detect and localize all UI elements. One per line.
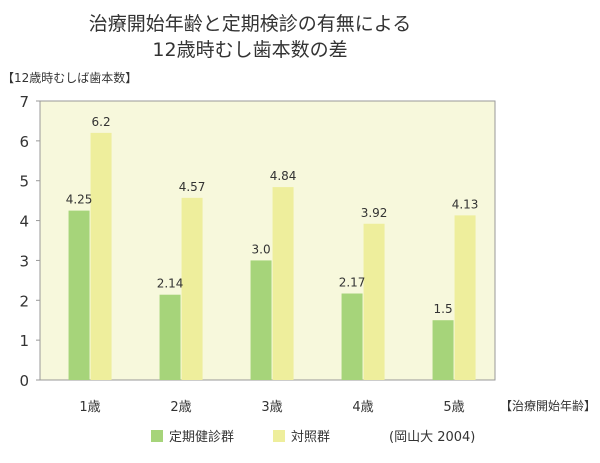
y-tick-label: 6 [19, 133, 29, 151]
data-label-series-2-4: 3.92 [361, 206, 388, 220]
data-label-series-1-3: 3.0 [252, 242, 271, 256]
y-tick-label: 2 [19, 292, 29, 310]
chart-title: 治療開始年齢と定期検診の有無による [89, 13, 411, 35]
bar-series-1-4 [341, 293, 363, 380]
bars [68, 132, 476, 380]
x-axis: 1歳 2歳 3歳 4歳 5歳 [79, 400, 464, 415]
y-tick-label: 5 [19, 173, 29, 191]
y-tick-label: 1 [19, 332, 29, 350]
bar-series-1-2 [159, 294, 181, 380]
bar-labels: 4.25 6.2 2.14 4.57 3.0 4.84 2.17 3.92 1.5 4.13 [66, 115, 479, 316]
bar-series-2-4 [363, 223, 385, 380]
legend: 定期健診群 対照群 (岡山大 2004) [151, 429, 475, 445]
data-label-series-2-1: 6.2 [92, 115, 111, 129]
legend-swatch-series-2 [273, 430, 285, 442]
x-tick-label: 3歳 [261, 400, 282, 415]
bar-series-2-5 [454, 215, 476, 380]
y-tick-label: 7 [19, 93, 29, 111]
data-label-series-1-1: 4.25 [66, 193, 93, 207]
data-label-series-1-5: 1.5 [434, 302, 453, 316]
y-tick-label: 0 [19, 372, 29, 390]
x-tick-label: 5歳 [443, 400, 464, 415]
data-label-series-1-2: 2.14 [157, 277, 184, 291]
legend-swatch-series-1 [151, 430, 163, 442]
x-tick-label: 2歳 [170, 400, 191, 415]
x-axis-label: 【治療開始年齢】 [500, 398, 596, 413]
chart-subtitle: 12歳時むし歯本数の差 [152, 39, 347, 61]
bar-series-1-5 [432, 320, 454, 380]
y-axis-label: 【12歳時むしば歯本数】 [2, 70, 137, 85]
data-label-series-1-4: 2.17 [339, 276, 366, 290]
data-label-series-2-5: 4.13 [452, 197, 479, 211]
y-tick-label: 3 [19, 252, 29, 270]
bar-series-2-2 [181, 197, 203, 380]
x-tick-label: 4歳 [352, 400, 373, 415]
y-tick-label: 4 [19, 213, 29, 231]
data-label-series-2-3: 4.84 [270, 169, 297, 183]
legend-label-series-2: 対照群 [291, 430, 330, 445]
x-tick-label: 1歳 [79, 400, 100, 415]
legend-label-series-1: 定期健診群 [169, 429, 234, 445]
bar-series-1-1 [68, 210, 90, 380]
data-label-series-2-2: 4.57 [179, 180, 206, 194]
y-axis: 0 1 2 3 4 5 6 7 [19, 93, 40, 390]
bar-series-2-1 [90, 132, 112, 380]
source-note: (岡山大 2004) [389, 430, 475, 445]
bar-series-1-3 [250, 260, 272, 380]
bar-series-2-3 [272, 187, 294, 380]
